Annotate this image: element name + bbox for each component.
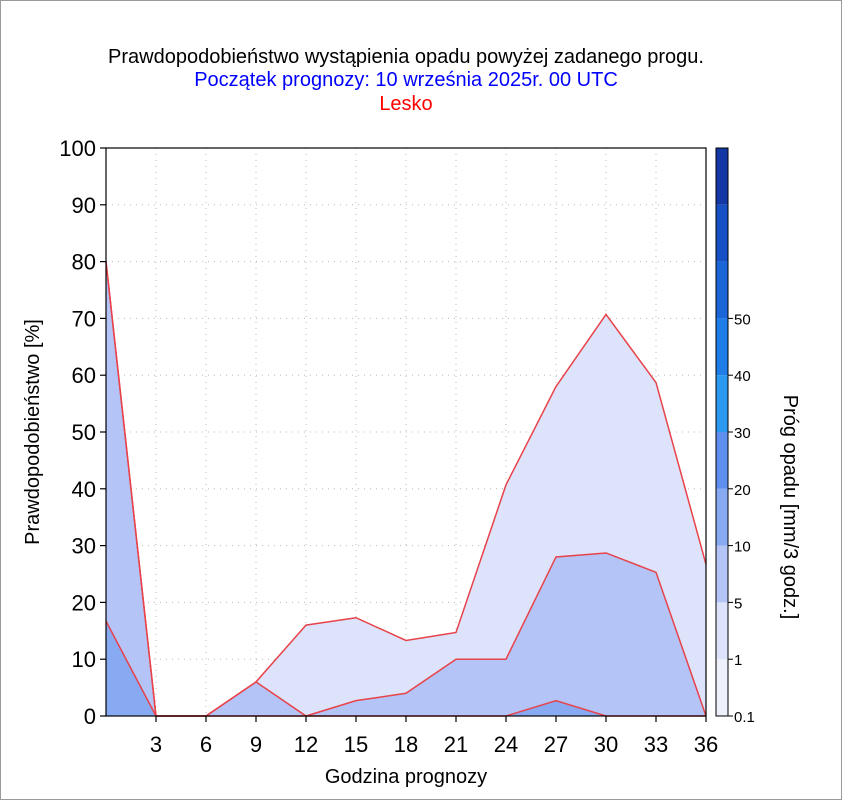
probability-areas xyxy=(106,261,706,716)
x-tick-label: 36 xyxy=(694,732,718,757)
area-threshold-1 xyxy=(106,261,706,716)
colorbar-level-label: 30 xyxy=(734,425,751,442)
y-tick-label: 30 xyxy=(72,534,96,559)
colorbar-segment xyxy=(716,375,728,432)
colorbar-level-label: 40 xyxy=(734,368,751,385)
x-tick-label: 3 xyxy=(150,732,162,757)
colorbar-level-label: 5 xyxy=(734,595,742,612)
colorbar-segment xyxy=(716,204,728,262)
colorbar-label: Próg opadu [mm/3 godz.] xyxy=(779,395,801,620)
y-tick-label: 50 xyxy=(72,420,96,445)
colorbar-segment xyxy=(716,318,728,376)
colorbar-level-label: 1 xyxy=(734,652,742,669)
x-tick-label: 21 xyxy=(444,732,468,757)
colorbar-segment xyxy=(716,659,728,716)
colorbar-segment xyxy=(716,545,728,603)
x-axis-label: Godzina prognozy xyxy=(325,766,487,788)
x-tick-label: 9 xyxy=(250,732,262,757)
x-tick-label: 30 xyxy=(594,732,618,757)
colorbar-segment xyxy=(716,602,728,660)
colorbar-segment xyxy=(716,261,728,319)
y-tick-label: 10 xyxy=(72,647,96,672)
chart-title: Prawdopodobieństwo wystąpienia opadu pow… xyxy=(108,46,704,68)
y-tick-label: 0 xyxy=(84,704,96,729)
x-axis: 3 6 9 12 15 18 21 24 27 30 33 36 xyxy=(150,716,718,757)
colorbar-level-label: 10 xyxy=(734,539,751,556)
colorbar-level-label: 20 xyxy=(734,482,751,499)
y-tick-label: 100 xyxy=(59,136,96,161)
colorbar-segment xyxy=(716,432,728,489)
y-tick-label: 80 xyxy=(72,250,96,275)
x-tick-label: 15 xyxy=(344,732,368,757)
x-tick-label: 33 xyxy=(644,732,668,757)
chart-subtitle: Początek prognozy: 10 września 2025r. 00… xyxy=(194,69,618,91)
y-tick-label: 90 xyxy=(72,193,96,218)
colorbar-level-label: 0.1 xyxy=(734,709,755,726)
y-axis-label: Prawdopodobieństwo [%] xyxy=(22,319,44,545)
x-tick-label: 12 xyxy=(294,732,318,757)
y-tick-label: 40 xyxy=(72,477,96,502)
x-tick-label: 27 xyxy=(544,732,568,757)
x-tick-label: 24 xyxy=(494,732,518,757)
y-axis: 0 10 20 30 40 50 60 70 80 90 100 xyxy=(59,136,106,729)
y-tick-label: 20 xyxy=(72,590,96,615)
colorbar-segment xyxy=(716,148,728,205)
colorbar-segment xyxy=(716,488,728,546)
x-tick-label: 18 xyxy=(394,732,418,757)
chart-location: Lesko xyxy=(379,93,432,115)
colorbar: 0.1 1 5 10 20 30 40 50 xyxy=(715,147,755,726)
y-tick-label: 70 xyxy=(72,306,96,331)
y-tick-label: 60 xyxy=(72,363,96,388)
x-tick-label: 6 xyxy=(200,732,212,757)
colorbar-level-label: 50 xyxy=(734,311,751,328)
